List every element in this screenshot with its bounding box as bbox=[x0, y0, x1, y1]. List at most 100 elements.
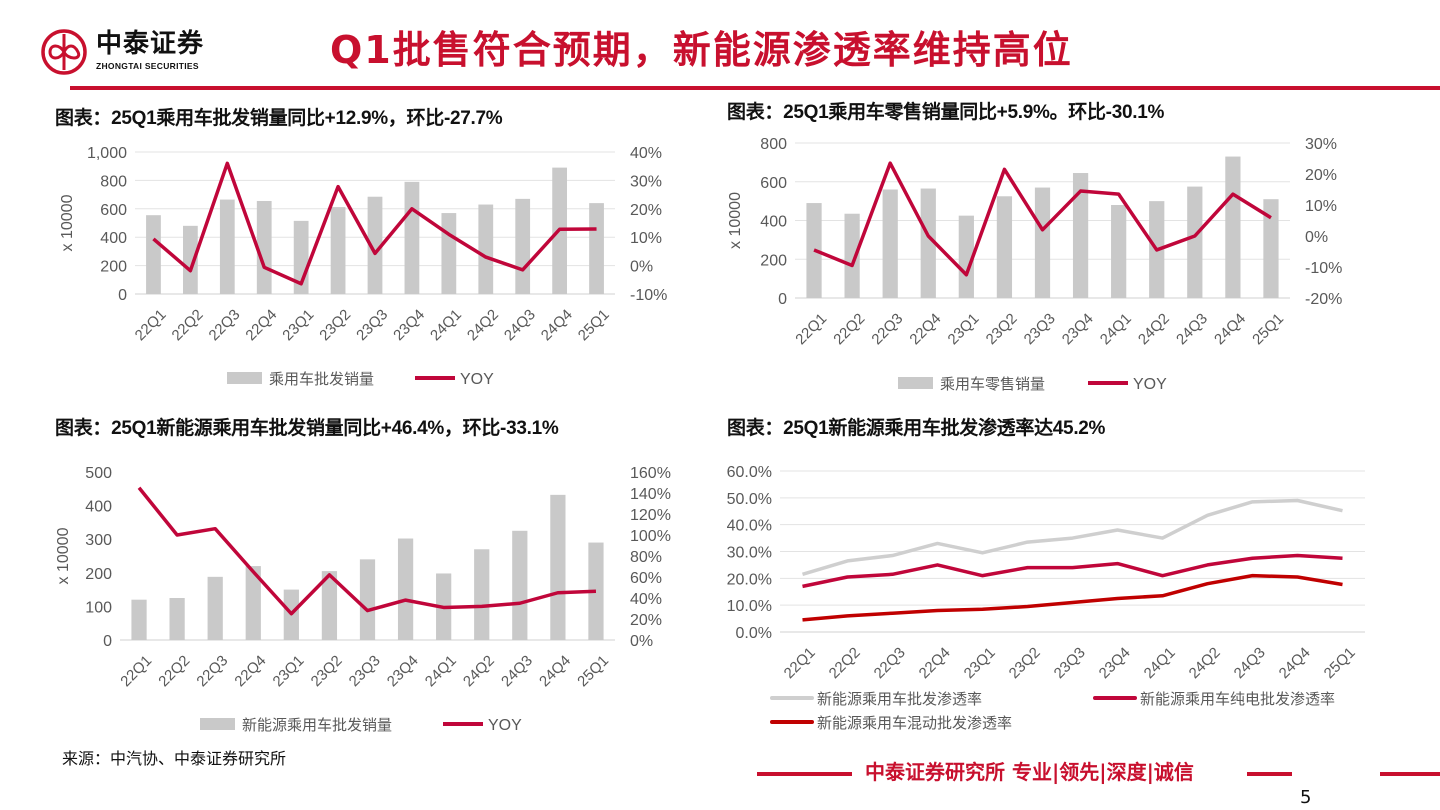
y-tick-label: 400 bbox=[760, 214, 787, 231]
x-tick-label: 25Q1 bbox=[575, 306, 613, 344]
x-tick-label: 23Q3 bbox=[1051, 644, 1089, 682]
x-tick-label: 23Q4 bbox=[384, 652, 422, 690]
x-tick-label: 23Q2 bbox=[316, 306, 354, 344]
chart-1-title: 图表：25Q1乘用车批发销量同比+12.9%，环比-27.7% bbox=[55, 108, 503, 129]
y-tick-label: 0 bbox=[778, 291, 787, 308]
x-tick-label: 23Q1 bbox=[279, 306, 317, 344]
bar bbox=[1072, 173, 1089, 298]
y2-tick-label: 40% bbox=[630, 591, 662, 608]
x-tick-label: 22Q2 bbox=[169, 306, 207, 344]
bar bbox=[245, 566, 261, 640]
legend-yoy-label: YOY bbox=[1133, 376, 1167, 393]
x-tick-label: 22Q4 bbox=[916, 644, 954, 682]
bar bbox=[169, 598, 185, 640]
x-tick-label: 24Q2 bbox=[464, 306, 502, 344]
bar bbox=[441, 213, 457, 294]
x-tick-label: 23Q2 bbox=[308, 652, 346, 690]
x-tick-label: 24Q4 bbox=[1211, 310, 1249, 348]
chart-4-title: 图表：25Q1新能源乘用车批发渗透率达45.2% bbox=[727, 418, 1106, 439]
bar bbox=[882, 189, 898, 298]
y2-tick-label: 160% bbox=[630, 465, 671, 482]
chart-3: 0 100 200 300 400 500 0% 20% 40% 60% 80% 100% 120% 14… bbox=[55, 465, 671, 734]
series-line-3 bbox=[802, 573, 1343, 622]
series-line-1 bbox=[801, 498, 1343, 576]
y2-tick-label: 60% bbox=[630, 570, 662, 587]
y-tick-label: 0 bbox=[103, 633, 112, 650]
x-tick-label: 22Q1 bbox=[792, 310, 830, 348]
y2-tick-label: 0% bbox=[630, 259, 653, 276]
chart-3-title: 图表：25Q1新能源乘用车批发销量同比+46.4%，环比-33.1% bbox=[55, 418, 559, 439]
bar bbox=[958, 215, 974, 298]
x-tick-label: 24Q2 bbox=[1135, 310, 1173, 348]
y-tick-label: 400 bbox=[85, 499, 112, 516]
x-tick-label: 23Q3 bbox=[1021, 310, 1059, 348]
y2-tick-label: 20% bbox=[1305, 167, 1337, 184]
y-axis-label: x 10000 bbox=[55, 527, 72, 584]
y-tick-label: 0.0% bbox=[736, 625, 772, 642]
bar bbox=[474, 549, 490, 640]
footer-slogan: 中泰证券研究所 专业|领先|深度|诚信 bbox=[865, 760, 1194, 784]
x-tick-label: 24Q2 bbox=[1186, 644, 1224, 682]
y-tick-label: 800 bbox=[100, 173, 127, 190]
x-tick-label: 24Q4 bbox=[536, 652, 574, 690]
y2-tick-label: -10% bbox=[630, 287, 667, 304]
bar bbox=[404, 181, 420, 294]
bar bbox=[920, 188, 936, 298]
y-tick-label: 40.0% bbox=[727, 518, 772, 535]
legend-bar-label: 乘用车批发销量 bbox=[269, 371, 374, 388]
y-tick-label: 200 bbox=[85, 566, 112, 583]
x-tick-label: 25Q1 bbox=[574, 652, 612, 690]
x-tick-label: 24Q1 bbox=[1097, 310, 1135, 348]
y-tick-label: 200 bbox=[100, 259, 127, 276]
y-tick-label: 50.0% bbox=[727, 491, 772, 508]
x-tick-label: 23Q1 bbox=[945, 310, 983, 348]
y2-tick-label: 120% bbox=[630, 507, 671, 524]
bar bbox=[1111, 205, 1127, 298]
y-axis-label: x 10000 bbox=[727, 192, 744, 249]
y-tick-label: 600 bbox=[100, 202, 127, 219]
x-tick-label: 24Q3 bbox=[498, 652, 536, 690]
y2-tick-label: 20% bbox=[630, 202, 662, 219]
legend-bar-label: 新能源乘用车批发销量 bbox=[242, 717, 392, 734]
bar bbox=[359, 559, 376, 640]
bar bbox=[397, 538, 414, 640]
x-tick-label: 23Q3 bbox=[346, 652, 384, 690]
bar bbox=[1225, 156, 1241, 298]
legend-bar-swatch bbox=[227, 372, 262, 384]
y2-tick-label: -20% bbox=[1305, 291, 1342, 308]
y2-tick-label: 30% bbox=[1305, 136, 1337, 153]
chart-2-title: 图表：25Q1乘用车零售销量同比+5.9%。环比-30.1% bbox=[727, 102, 1165, 123]
chart-4: 0.0%10.0%20.0%30.0%40.0%50.0%60.0%22Q1 22… bbox=[727, 464, 1365, 732]
x-tick-label: 23Q3 bbox=[353, 306, 391, 344]
x-tick-label: 22Q3 bbox=[871, 644, 909, 682]
bar bbox=[512, 530, 528, 640]
x-tick-label: 24Q3 bbox=[1173, 310, 1211, 348]
bar bbox=[996, 196, 1013, 298]
y-tick-label: 100 bbox=[85, 599, 112, 616]
bar bbox=[1034, 187, 1051, 298]
bar bbox=[321, 571, 338, 640]
x-tick-label: 24Q4 bbox=[538, 306, 576, 344]
y2-tick-label: 100% bbox=[630, 528, 671, 545]
legend-bar-swatch bbox=[200, 718, 235, 730]
y-tick-label: 1,000 bbox=[87, 145, 127, 162]
x-tick-label: 22Q4 bbox=[231, 652, 269, 690]
legend-yoy-label: YOY bbox=[460, 371, 494, 388]
y-tick-label: 800 bbox=[760, 136, 787, 153]
bar bbox=[256, 200, 272, 294]
x-tick-label: 25Q1 bbox=[1249, 310, 1287, 348]
y2-tick-label: 10% bbox=[1305, 198, 1337, 215]
bar bbox=[183, 225, 198, 294]
bar bbox=[330, 207, 346, 294]
x-tick-label: 24Q4 bbox=[1276, 644, 1314, 682]
y-tick-label: 20.0% bbox=[727, 571, 772, 588]
title-divider bbox=[70, 86, 1440, 90]
yoy-line bbox=[813, 161, 1272, 277]
y-tick-label: 500 bbox=[85, 465, 112, 482]
x-tick-label: 22Q4 bbox=[906, 310, 944, 348]
page-title: Q1批售符合预期，新能源渗透率维持高位 bbox=[330, 28, 1073, 72]
x-tick-label: 22Q2 bbox=[830, 310, 868, 348]
legend-label-1: 新能源乘用车批发渗透率 bbox=[817, 691, 982, 708]
x-tick-label: 23Q1 bbox=[270, 652, 308, 690]
yoy-line bbox=[137, 486, 597, 616]
